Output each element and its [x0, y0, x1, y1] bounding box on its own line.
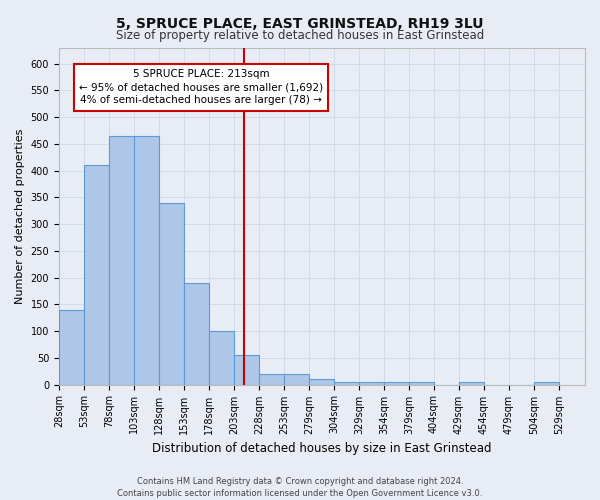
Text: Contains HM Land Registry data © Crown copyright and database right 2024.
Contai: Contains HM Land Registry data © Crown c… — [118, 476, 482, 498]
Bar — [234, 355, 259, 384]
Text: 5 SPRUCE PLACE: 213sqm
← 95% of detached houses are smaller (1,692)
4% of semi-d: 5 SPRUCE PLACE: 213sqm ← 95% of detached… — [79, 69, 323, 106]
Bar — [534, 382, 559, 384]
Bar — [209, 331, 233, 384]
Bar — [184, 283, 209, 384]
Bar — [359, 382, 384, 384]
Bar — [309, 379, 334, 384]
Bar — [284, 374, 308, 384]
Bar — [59, 310, 83, 384]
Bar — [134, 136, 158, 384]
Bar — [259, 374, 284, 384]
Bar — [109, 136, 134, 384]
Text: 5, SPRUCE PLACE, EAST GRINSTEAD, RH19 3LU: 5, SPRUCE PLACE, EAST GRINSTEAD, RH19 3L… — [116, 18, 484, 32]
Text: Size of property relative to detached houses in East Grinstead: Size of property relative to detached ho… — [116, 29, 484, 42]
Bar — [409, 382, 434, 384]
Bar — [159, 202, 184, 384]
Y-axis label: Number of detached properties: Number of detached properties — [15, 128, 25, 304]
Bar — [459, 382, 484, 384]
Bar — [384, 382, 409, 384]
Bar — [84, 165, 109, 384]
X-axis label: Distribution of detached houses by size in East Grinstead: Distribution of detached houses by size … — [152, 442, 492, 455]
Bar — [334, 382, 359, 384]
